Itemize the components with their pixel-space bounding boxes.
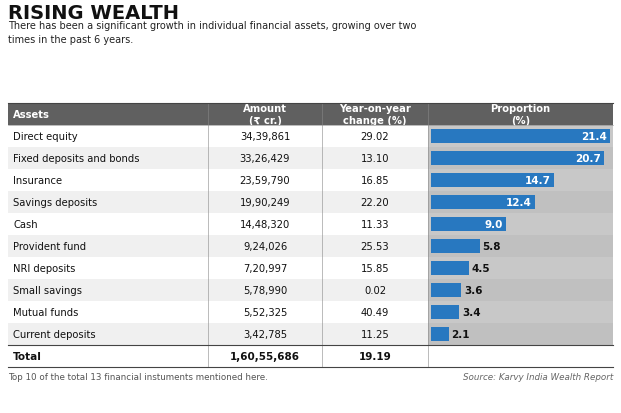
Bar (8, 279, 428, 301)
Bar (8, 345, 613, 367)
Text: 3,42,785: 3,42,785 (243, 329, 287, 339)
Text: 16.85: 16.85 (361, 176, 389, 185)
Text: Amount
(₹ cr.): Amount (₹ cr.) (243, 104, 287, 126)
Text: 4.5: 4.5 (471, 263, 490, 273)
Bar (428, 126, 613, 147)
Text: Assets: Assets (13, 110, 50, 120)
Text: 19,90,249: 19,90,249 (240, 197, 290, 207)
Text: 5,52,325: 5,52,325 (243, 307, 287, 317)
Text: Savings deposits: Savings deposits (13, 197, 97, 207)
Text: 20.7: 20.7 (575, 154, 601, 164)
Bar (8, 301, 428, 323)
Text: 11.25: 11.25 (361, 329, 389, 339)
Bar (431, 283, 461, 297)
Bar (431, 218, 506, 231)
Bar (8, 323, 428, 345)
Text: Direct equity: Direct equity (13, 132, 78, 142)
Text: 23,59,790: 23,59,790 (240, 176, 290, 185)
Text: 14.7: 14.7 (525, 176, 551, 185)
Bar (431, 130, 610, 143)
Bar (428, 279, 613, 301)
Bar (431, 196, 535, 209)
Text: 0.02: 0.02 (364, 285, 386, 295)
Text: Cash: Cash (13, 219, 38, 230)
Bar (8, 257, 428, 279)
Bar (428, 147, 613, 170)
Text: 40.49: 40.49 (361, 307, 389, 317)
Text: 9,24,026: 9,24,026 (243, 242, 287, 252)
Bar (428, 170, 613, 192)
Bar (428, 235, 613, 257)
Bar (431, 152, 604, 166)
Text: 34,39,861: 34,39,861 (240, 132, 290, 142)
Bar (431, 174, 554, 188)
Bar (428, 257, 613, 279)
Text: Fixed deposits and bonds: Fixed deposits and bonds (13, 154, 140, 164)
Text: 7,20,997: 7,20,997 (243, 263, 287, 273)
Bar (431, 240, 479, 253)
Text: Insurance: Insurance (13, 176, 62, 185)
Text: 29.02: 29.02 (361, 132, 389, 142)
Bar (8, 192, 428, 214)
Text: 5,78,990: 5,78,990 (243, 285, 287, 295)
Bar (8, 126, 428, 147)
Text: 19.19: 19.19 (358, 351, 391, 361)
Text: 14,48,320: 14,48,320 (240, 219, 290, 230)
Bar (8, 147, 428, 170)
Text: Year-on-year
change (%): Year-on-year change (%) (339, 104, 411, 126)
Text: 21.4: 21.4 (581, 132, 607, 142)
Text: NRI deposits: NRI deposits (13, 263, 75, 273)
Text: RISING WEALTH: RISING WEALTH (8, 4, 179, 23)
Text: Mutual funds: Mutual funds (13, 307, 78, 317)
Text: 25.53: 25.53 (361, 242, 389, 252)
Text: 13.10: 13.10 (361, 154, 389, 164)
Text: Provident fund: Provident fund (13, 242, 86, 252)
Text: Current deposits: Current deposits (13, 329, 96, 339)
Text: 1,60,55,686: 1,60,55,686 (230, 351, 300, 361)
Text: Proportion
(%): Proportion (%) (491, 104, 551, 126)
Bar (428, 214, 613, 235)
Text: 9.0: 9.0 (485, 219, 503, 230)
Bar (431, 261, 469, 275)
Text: 33,26,429: 33,26,429 (240, 154, 290, 164)
Text: 11.33: 11.33 (361, 219, 389, 230)
Text: 2.1: 2.1 (451, 329, 470, 339)
Text: 3.4: 3.4 (463, 307, 481, 317)
Bar (8, 170, 428, 192)
Text: 3.6: 3.6 (464, 285, 483, 295)
Text: 15.85: 15.85 (361, 263, 389, 273)
Bar (431, 306, 460, 319)
Text: Source: Karvy India Wealth Report: Source: Karvy India Wealth Report (463, 372, 613, 381)
Text: 12.4: 12.4 (506, 197, 532, 207)
Bar (428, 323, 613, 345)
Bar (428, 192, 613, 214)
Bar (428, 301, 613, 323)
Text: Top 10 of the total 13 financial instuments mentioned here.: Top 10 of the total 13 financial instume… (8, 372, 268, 381)
Bar (431, 328, 448, 341)
Bar (8, 214, 428, 235)
Text: 5.8: 5.8 (483, 242, 501, 252)
Text: Small savings: Small savings (13, 285, 82, 295)
Bar (8, 235, 428, 257)
Text: There has been a significant growth in individual financial assets, growing over: There has been a significant growth in i… (8, 21, 416, 45)
Text: 22.20: 22.20 (361, 197, 389, 207)
Text: Total: Total (13, 351, 42, 361)
Bar (8, 104, 613, 126)
